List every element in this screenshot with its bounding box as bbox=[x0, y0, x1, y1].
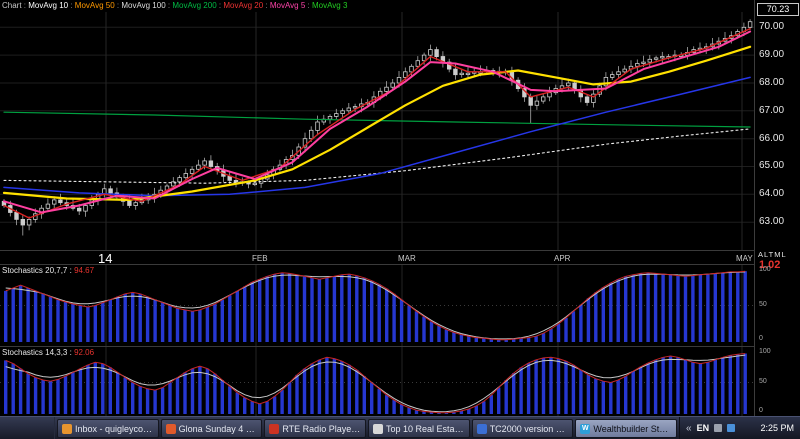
month-label: MAR bbox=[398, 254, 416, 263]
stoch-plot-1[interactable] bbox=[0, 265, 755, 346]
last-price-box: 70.23 bbox=[757, 3, 799, 16]
indicator-bar: Chart : MovAvg 10 : MovAvg 50 : MovAvg 1… bbox=[0, 0, 752, 12]
price-chart[interactable] bbox=[0, 12, 755, 250]
price-tick: 67.00 bbox=[759, 105, 785, 116]
stoch-value: 94.67 bbox=[74, 266, 95, 275]
stoch-panel-2-header: Stochastics 14,3,3 : 92.06 bbox=[2, 348, 94, 357]
stoch-panel-2[interactable]: Stochastics 14,3,3 : 92.06 bbox=[0, 346, 755, 419]
volume-icon[interactable] bbox=[714, 424, 723, 432]
radio-icon bbox=[269, 423, 280, 434]
symbol-label: ALTML bbox=[758, 250, 787, 259]
taskbar-button-rte-radio[interactable]: RTE Radio Player - Gl... bbox=[264, 419, 367, 438]
price-tick: 69.00 bbox=[759, 49, 785, 60]
taskbar-button-label: Glona Sunday 4 May ... bbox=[178, 423, 258, 434]
stoch-axis-tick: 0 bbox=[759, 407, 763, 414]
price-tick: 70.00 bbox=[759, 21, 785, 32]
date-axis: FEB MAR APR MAY bbox=[0, 250, 755, 265]
system-tray: « EN 2:25 PM bbox=[679, 417, 800, 439]
stoch-axis-tick: 100 bbox=[759, 266, 771, 273]
taskbar-start-area[interactable] bbox=[0, 417, 55, 439]
stoch-panel-1-header: Stochastics 20,7,7 : 94.67 bbox=[2, 266, 94, 275]
indicator-separator: : bbox=[305, 1, 312, 10]
price-tick: 66.00 bbox=[759, 133, 785, 144]
price-tick: 68.00 bbox=[759, 77, 785, 88]
indicator-separator: : bbox=[165, 1, 173, 10]
indicator-label[interactable]: MovAvg 50 bbox=[74, 1, 115, 10]
taskbar-button-label: RTE Radio Player - Gl... bbox=[282, 423, 361, 434]
symbol-value: 1.02 bbox=[759, 259, 781, 271]
stoch-axis-tick: 50 bbox=[759, 378, 767, 385]
indicator-separator: : bbox=[216, 1, 224, 10]
indicator-label[interactable]: MovAvg 10 bbox=[28, 1, 69, 10]
taskbar-buttons: Inbox - quigleycomp... Glona Sunday 4 May… bbox=[55, 417, 679, 439]
taskbar: Inbox - quigleycomp... Glona Sunday 4 May… bbox=[0, 416, 800, 439]
clock[interactable]: 2:25 PM bbox=[760, 423, 794, 433]
indicator-separator: : bbox=[68, 1, 75, 10]
document-icon bbox=[373, 423, 384, 434]
stoch-axis-tick: 100 bbox=[759, 348, 771, 355]
indicator-label[interactable]: Chart bbox=[2, 1, 22, 10]
taskbar-button-real-estate[interactable]: Top 10 Real Estate E... bbox=[368, 419, 470, 438]
indicator-separator: : bbox=[21, 1, 29, 10]
chevron-left-icon[interactable]: « bbox=[686, 422, 692, 434]
taskbar-button-label: Inbox - quigleycomp... bbox=[75, 423, 154, 434]
indicator-label[interactable]: MovAvg 20 bbox=[223, 1, 264, 10]
price-tick: 65.00 bbox=[759, 160, 785, 171]
ma-line-movavg-5 bbox=[3, 28, 751, 219]
w-icon: W bbox=[580, 423, 591, 434]
stoch-axis-tick: 0 bbox=[759, 335, 763, 342]
ma-line-movavg-200 bbox=[3, 111, 751, 128]
stoch-axis-tick: 50 bbox=[759, 301, 767, 308]
chart-icon bbox=[476, 423, 487, 434]
month-label: APR bbox=[554, 254, 571, 263]
taskbar-button-glona[interactable]: Glona Sunday 4 May ... bbox=[160, 419, 263, 438]
language-indicator[interactable]: EN bbox=[696, 423, 710, 433]
price-tick: 64.00 bbox=[759, 188, 785, 199]
taskbar-button-label: TC2000 version 7 Gol... bbox=[489, 423, 569, 434]
document-icon bbox=[165, 423, 176, 434]
taskbar-button-inbox[interactable]: Inbox - quigleycomp... bbox=[57, 419, 159, 438]
stoch-label: Stochastics 14,3,3 : bbox=[2, 348, 72, 357]
indicator-label[interactable]: MovAvg 5 bbox=[269, 1, 306, 10]
taskbar-button-label: Top 10 Real Estate E... bbox=[386, 423, 465, 434]
indicator-separator: : bbox=[114, 1, 122, 10]
ma-line-movavg-20 bbox=[2, 45, 752, 201]
stoch-label: Stochastics 20,7,7 : bbox=[2, 266, 72, 275]
taskbar-button-tc2000[interactable]: TC2000 version 7 Gol... bbox=[471, 419, 574, 438]
ma-line-movavg-100 bbox=[3, 128, 751, 184]
taskbar-button-label: Wealthbuilder Stock ... bbox=[593, 423, 673, 434]
month-label: MAY bbox=[736, 254, 753, 263]
network-icon[interactable] bbox=[727, 424, 736, 432]
x-axis-annotation: 14 bbox=[98, 251, 113, 266]
mail-icon bbox=[62, 423, 72, 434]
indicator-label[interactable]: MovAvg 200 bbox=[172, 1, 217, 10]
indicator-separator: : bbox=[263, 1, 270, 10]
indicator-label[interactable]: MovAvg 100 bbox=[121, 1, 166, 10]
price-tick: 63.00 bbox=[759, 216, 785, 227]
ma-line-movavg-50 bbox=[3, 76, 751, 197]
price-axis: 70.23 ALTML 1.02 70.00 69.00 68.00 67.00 66.… bbox=[754, 0, 800, 417]
stoch-panel-1[interactable]: Stochastics 20,7,7 : 94.67 bbox=[0, 264, 755, 346]
month-label: FEB bbox=[252, 254, 268, 263]
ma-line-movavg-10 bbox=[3, 30, 752, 214]
indicator-label[interactable]: MovAvg 3 bbox=[311, 1, 348, 10]
stoch-plot-2[interactable] bbox=[0, 347, 755, 418]
stoch-value: 92.06 bbox=[74, 348, 95, 357]
